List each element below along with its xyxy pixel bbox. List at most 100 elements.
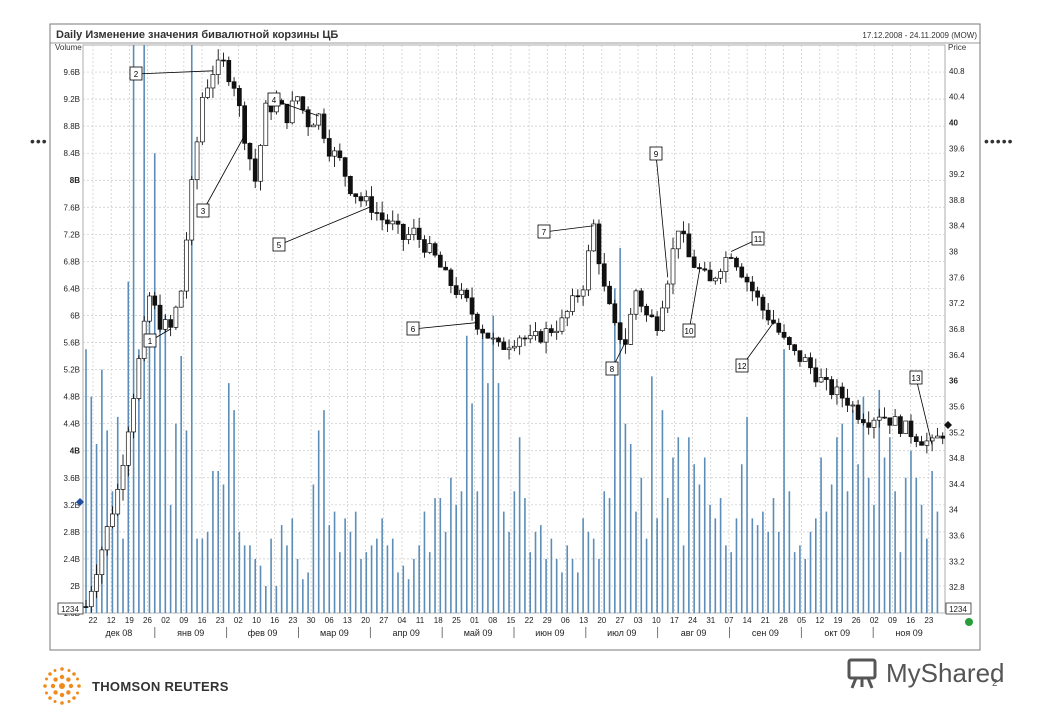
candle-body	[332, 150, 337, 157]
candle-body	[459, 289, 464, 295]
candle-body	[289, 100, 295, 124]
day-tick-label: 28	[779, 616, 788, 625]
candle-body	[533, 331, 538, 337]
candle-body	[543, 328, 549, 343]
candle-body	[882, 416, 887, 419]
candle-body	[654, 316, 660, 331]
price-tick-label: 34.4	[949, 480, 965, 489]
annotation-leader	[543, 225, 594, 233]
price-tick-label: 34	[949, 506, 958, 515]
candle-body	[802, 357, 808, 362]
candle-body	[295, 96, 300, 102]
price-tick-label: 37.2	[949, 299, 965, 308]
price-tick-label: 32.8	[949, 583, 965, 592]
candle-body	[501, 341, 507, 350]
price-tick-label: 36.4	[949, 351, 965, 360]
candle-body	[818, 377, 824, 383]
candle-body	[644, 305, 649, 316]
price-tick-label: 35.2	[949, 428, 965, 437]
day-tick-label: 16	[270, 616, 279, 625]
day-tick-label: 08	[488, 616, 497, 625]
day-tick-label: 05	[797, 616, 806, 625]
candle-body	[792, 344, 797, 352]
day-tick-label: 24	[688, 616, 697, 625]
volume-tick-label: 6.4B	[64, 284, 80, 293]
price-tick-label: 36.8	[949, 325, 965, 334]
day-tick-label: 25	[452, 616, 461, 625]
chart-title: Daily Изменение значения бивалютной корз…	[56, 29, 338, 41]
month-label: авг 09	[681, 628, 707, 638]
day-tick-label: 11	[416, 616, 425, 625]
day-tick-label: 19	[125, 616, 134, 625]
candle-body	[464, 289, 470, 299]
annotation-box	[751, 231, 765, 246]
candle-body	[919, 441, 924, 446]
candle-body	[194, 141, 200, 181]
candle-body	[564, 311, 570, 319]
candle-body	[358, 196, 364, 202]
day-tick-label: 20	[361, 616, 370, 625]
day-tick-label: 13	[343, 616, 352, 625]
candle-body	[263, 102, 269, 146]
candle-body	[638, 290, 644, 307]
candle-body	[474, 313, 480, 330]
volume-bars	[85, 45, 939, 613]
month-label: фев 09	[248, 628, 278, 638]
candle-body	[892, 416, 898, 426]
candle-body	[427, 243, 433, 253]
decorative-dots-right: •••••	[984, 133, 1014, 149]
myshared-text: MyShared	[886, 657, 1005, 688]
day-tick-label: 06	[325, 616, 334, 625]
candle-body	[205, 87, 210, 98]
candle-body	[617, 322, 623, 340]
candle-body	[649, 314, 655, 318]
candle-body	[813, 367, 819, 383]
candle-body	[707, 269, 713, 282]
candle-body	[517, 337, 522, 347]
candle-body	[300, 96, 306, 111]
price-tick-label: 37.6	[949, 273, 965, 282]
candle-body	[760, 296, 766, 311]
day-tick-label: 10	[652, 616, 661, 625]
annotation-leader	[412, 322, 478, 330]
annotation-number: 12	[738, 362, 747, 371]
annotation-number: 6	[411, 325, 416, 334]
volume-tick-label: 5.6B	[64, 339, 80, 348]
day-tick-label: 12	[815, 616, 824, 625]
candle-body	[660, 307, 665, 331]
candle-body	[443, 266, 448, 271]
annotation-number: 9	[654, 150, 659, 159]
day-tick-label: 02	[161, 616, 170, 625]
day-tick-label: 02	[234, 616, 243, 625]
left-marker-diamond	[76, 498, 84, 506]
annotation-number: 4	[272, 96, 277, 105]
candle-body	[522, 337, 528, 340]
annotation-leader	[273, 99, 319, 117]
price-tick-label: 39.6	[949, 144, 965, 153]
day-tick-label: 30	[307, 616, 316, 625]
annotation-box	[272, 237, 286, 252]
annotation-leader	[278, 205, 372, 246]
candle-body	[834, 386, 840, 396]
candle-body	[199, 97, 205, 143]
volume-tick-label: 5.2B	[64, 366, 80, 375]
candle-body	[125, 431, 131, 466]
candle-body	[88, 590, 94, 608]
annotation-number: 8	[610, 365, 615, 374]
annotation-number: 3	[201, 207, 206, 216]
day-tick-label: 27	[615, 616, 624, 625]
candle-body	[168, 319, 173, 328]
candle-body	[845, 397, 850, 406]
candle-body	[110, 513, 115, 527]
candle-body	[326, 138, 332, 157]
candle-body	[728, 257, 734, 259]
volume-tick-label: 7.2B	[64, 230, 80, 239]
annotation-box	[537, 224, 551, 239]
volume-tick-label: 3.2B	[64, 501, 80, 510]
day-tick-label: 07	[725, 616, 734, 625]
price-axis-label: Price	[948, 43, 967, 52]
day-tick-label: 29	[543, 616, 552, 625]
thomson-reuters-logo: THOMSON REUTERS	[40, 664, 229, 708]
candle-body	[786, 337, 792, 346]
candle-body	[744, 276, 750, 283]
